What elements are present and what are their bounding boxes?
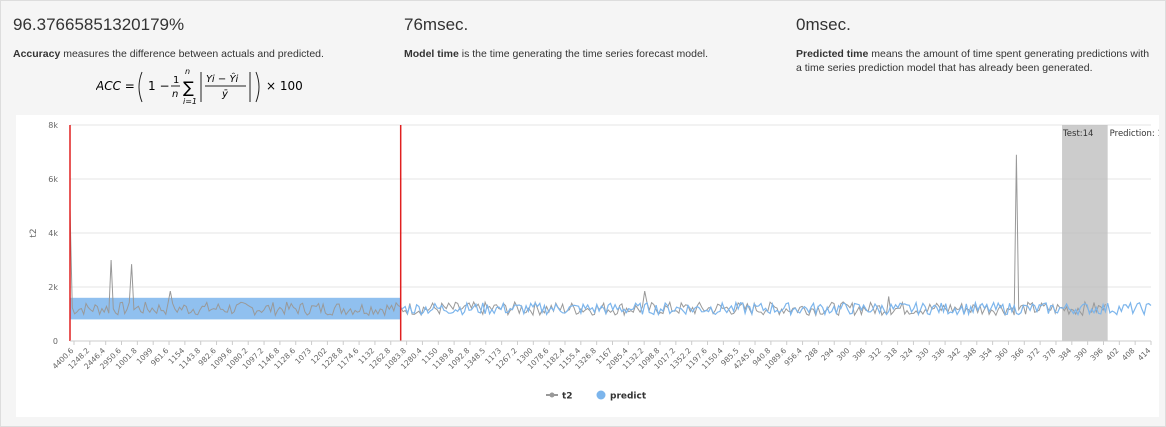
- accuracy-metric: 96.37665851320179% Accuracy measures the…: [13, 15, 353, 61]
- predicted-time-metric: 0msec. Predicted time means the amount o…: [796, 15, 1156, 75]
- formula-one: 1 −: [148, 79, 170, 93]
- formula-sum-bottom: i=1: [183, 97, 197, 106]
- formula-frac-num: 1: [173, 75, 179, 86]
- y-tick-label: 8k: [48, 121, 58, 130]
- formula-inner-num: Yi − Ŷi: [206, 72, 239, 85]
- accuracy-value: 96.37665851320179%: [13, 15, 185, 34]
- x-tick-label: 294: [819, 346, 836, 363]
- x-tick-label: 402: [1104, 346, 1121, 363]
- predicted-time-text: means the amount of time spent generatin…: [796, 48, 1150, 74]
- x-tick-label: 336: [930, 346, 947, 363]
- x-tick-label: 961.6: [149, 346, 171, 368]
- predicted-time-value: 0msec.: [796, 15, 851, 34]
- x-tick-label: 396: [1088, 346, 1105, 363]
- x-tick-label: 408: [1120, 346, 1137, 363]
- accuracy-term: Accuracy: [13, 48, 61, 60]
- x-tick-label: 390: [1073, 346, 1090, 363]
- x-tick-label: 360: [993, 346, 1010, 363]
- x-tick-label: 354: [978, 346, 995, 363]
- model-time-text: is the time generating the time series f…: [458, 48, 709, 60]
- prediction-annotation: Prediction: 128: [1110, 129, 1159, 139]
- accuracy-description: Accuracy measures the difference between…: [13, 47, 353, 61]
- x-tick-label: 366: [1009, 346, 1026, 363]
- model-time-metric: 76msec. Model time is the time generatin…: [404, 15, 744, 61]
- model-time-term: Model time: [404, 48, 459, 60]
- formula-frac-den: n: [172, 89, 178, 100]
- x-tick-label: 384: [1057, 346, 1074, 363]
- x-tick-label: 324: [898, 346, 915, 363]
- y-tick-label: 0: [53, 337, 58, 346]
- formula-times: × 100: [266, 79, 303, 93]
- x-tick-label: 330: [914, 346, 931, 363]
- model-time-description: Model time is the time generating the ti…: [404, 47, 744, 61]
- accuracy-text: measures the difference between actuals …: [60, 48, 324, 60]
- series-predict-line: [400, 300, 1152, 317]
- x-tick-label: 312: [867, 346, 884, 363]
- y-tick-label: 6k: [48, 175, 58, 184]
- formula-sum-top: n: [185, 67, 190, 76]
- accuracy-formula: ACC = 1 − 1 n n ∑ i=1 Yi − Ŷi ȳ × 100: [95, 66, 316, 111]
- predicted-time-description: Predicted time means the amount of time …: [796, 47, 1156, 75]
- formula-paren-right: [255, 71, 260, 103]
- formula-sigma: ∑: [183, 78, 194, 97]
- y-tick-label: 4k: [48, 229, 58, 238]
- y-axis-label: t2: [29, 228, 39, 237]
- y-tick-label: 2k: [48, 283, 58, 292]
- model-time-value: 76msec.: [404, 15, 469, 34]
- legend-predict-label: predict: [610, 392, 647, 402]
- legend-t2-label: t2: [562, 392, 573, 402]
- formula-lhs: ACC =: [96, 79, 135, 93]
- predicted-time-term: Predicted time: [796, 48, 869, 60]
- formula-svg: ACC = 1 − 1 n n ∑ i=1 Yi − Ŷi ȳ × 100: [95, 67, 303, 106]
- x-tick-label: 378: [1041, 346, 1058, 363]
- x-tick-label: 300: [835, 346, 852, 363]
- x-tick-label: 342: [946, 346, 963, 363]
- x-tick-label: 414: [1136, 346, 1153, 363]
- x-tick-label: 1073: [293, 346, 313, 366]
- legend-predict-marker: [596, 390, 606, 400]
- x-tick-label: 288: [803, 346, 820, 363]
- x-tick-label: 306: [851, 346, 868, 363]
- x-tick-label: 372: [1025, 346, 1042, 363]
- test-annotation: Test:14: [1062, 129, 1093, 139]
- x-tick-label: 318: [883, 346, 900, 363]
- formula-inner-den: ȳ: [221, 89, 229, 100]
- series-t2-line: [69, 154, 1106, 317]
- x-tick-label: 956.4: [782, 346, 804, 368]
- formula-paren-left: [138, 71, 143, 103]
- x-tick-label: 348: [962, 346, 979, 363]
- legend-t2-marker: [549, 392, 555, 398]
